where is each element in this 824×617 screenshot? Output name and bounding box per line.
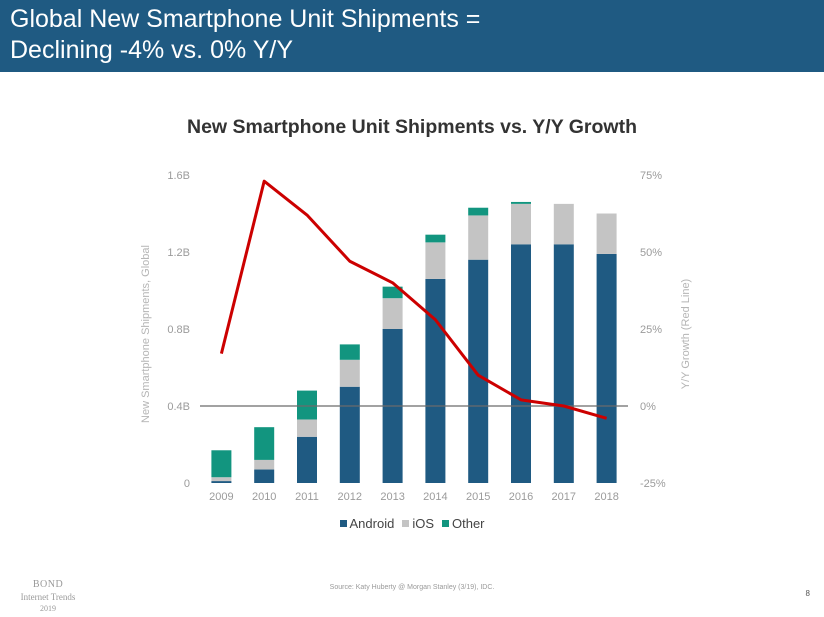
x-tick-label: 2014 (423, 491, 447, 503)
legend-item-android: Android (339, 516, 395, 531)
bar-other-2009 (211, 450, 232, 478)
bar-android-2014 (425, 278, 446, 483)
bar-ios-2017 (553, 203, 574, 245)
bar-ios-2016 (511, 203, 531, 245)
growth-line (219, 179, 608, 420)
bar-ios-2012 (339, 359, 360, 387)
logo-line-1: BOND (32, 579, 64, 590)
logo-line-3: 2019 (40, 604, 56, 613)
chart-legend: Android iOS Other (0, 516, 824, 531)
legend-item-ios: iOS (402, 516, 434, 531)
y-left-tick-label: 0.4B (167, 401, 190, 413)
bar-android-2011 (297, 436, 317, 483)
y-left-tick-label: 0 (184, 478, 190, 490)
bar-other-2014 (425, 234, 446, 243)
y-right-tick-label: 75% (640, 170, 662, 182)
bar-android-2018 (596, 253, 617, 483)
legend-swatch (402, 520, 410, 528)
bond-logo: BOND Internet Trends 2019 (6, 579, 90, 615)
source-note: Source: Katy Huberty @ Morgan Stanley (3… (329, 584, 495, 591)
bar-android-2009 (211, 481, 232, 483)
x-tick-label: 2017 (552, 491, 576, 503)
x-tick-label: 2016 (509, 491, 533, 503)
legend-swatch (441, 520, 449, 528)
y-left-tick-label: 1.6B (167, 170, 190, 182)
header-banner: Global New Smartphone Unit Shipments = D… (0, 0, 824, 72)
page-title-line-2: Declining -4% vs. 0% Y/Y (10, 36, 293, 64)
legend-label: Other (451, 516, 485, 531)
y-left-tick-label: 0.8B (167, 324, 190, 336)
bar-other-2015 (468, 207, 489, 216)
bar-android-2016 (511, 244, 531, 483)
bar-other-2011 (297, 390, 317, 420)
logo-line-2: Internet Trends (20, 592, 76, 602)
bar-other-2010 (254, 427, 275, 460)
x-tick-label: 2010 (252, 491, 276, 503)
bar-ios-2009 (211, 477, 232, 482)
bar-android-2017 (553, 244, 574, 483)
bar-ios-2013 (382, 298, 403, 329)
bar-android-2012 (339, 386, 360, 483)
y-right-tick-label: 25% (640, 324, 662, 336)
bar-ios-2011 (297, 419, 317, 437)
y-right-tick-label: 50% (640, 247, 662, 259)
bar-android-2015 (468, 259, 489, 483)
bar-ios-2010 (254, 459, 275, 470)
legend-item-other: Other (441, 516, 485, 531)
page-title: Global New Smartphone Unit Shipments = D… (10, 4, 480, 66)
bar-android-2010 (254, 469, 275, 483)
x-tick-label: 2012 (338, 491, 362, 503)
legend-swatch (339, 520, 347, 528)
chart-title: New Smartphone Unit Shipments vs. Y/Y Gr… (186, 116, 638, 138)
page-number: 8 (805, 589, 810, 598)
bar-other-2012 (339, 344, 360, 360)
bar-ios-2018 (596, 213, 617, 254)
x-tick-label: 2018 (594, 491, 618, 503)
y-axis-title: New Smartphone Shipments, Global (140, 245, 152, 423)
y-right-tick-label: 0% (640, 401, 656, 413)
bar-ios-2014 (425, 242, 446, 279)
bar-other-2016 (511, 201, 531, 204)
y-right-tick-label: -25% (640, 478, 666, 490)
x-tick-label: 2015 (466, 491, 490, 503)
legend-label: Android (349, 516, 395, 531)
page-title-line-1: Global New Smartphone Unit Shipments = (10, 5, 481, 33)
x-tick-label: 2009 (209, 491, 233, 503)
y-left-tick-label: 1.2B (167, 247, 190, 259)
bar-ios-2015 (468, 215, 489, 260)
legend-label: iOS (412, 516, 434, 531)
x-tick-label: 2011 (295, 491, 319, 503)
y2-axis-title: Y/Y Growth (Red Line) (680, 279, 692, 389)
x-tick-label: 2013 (380, 491, 404, 503)
bar-other-2013 (382, 286, 403, 299)
